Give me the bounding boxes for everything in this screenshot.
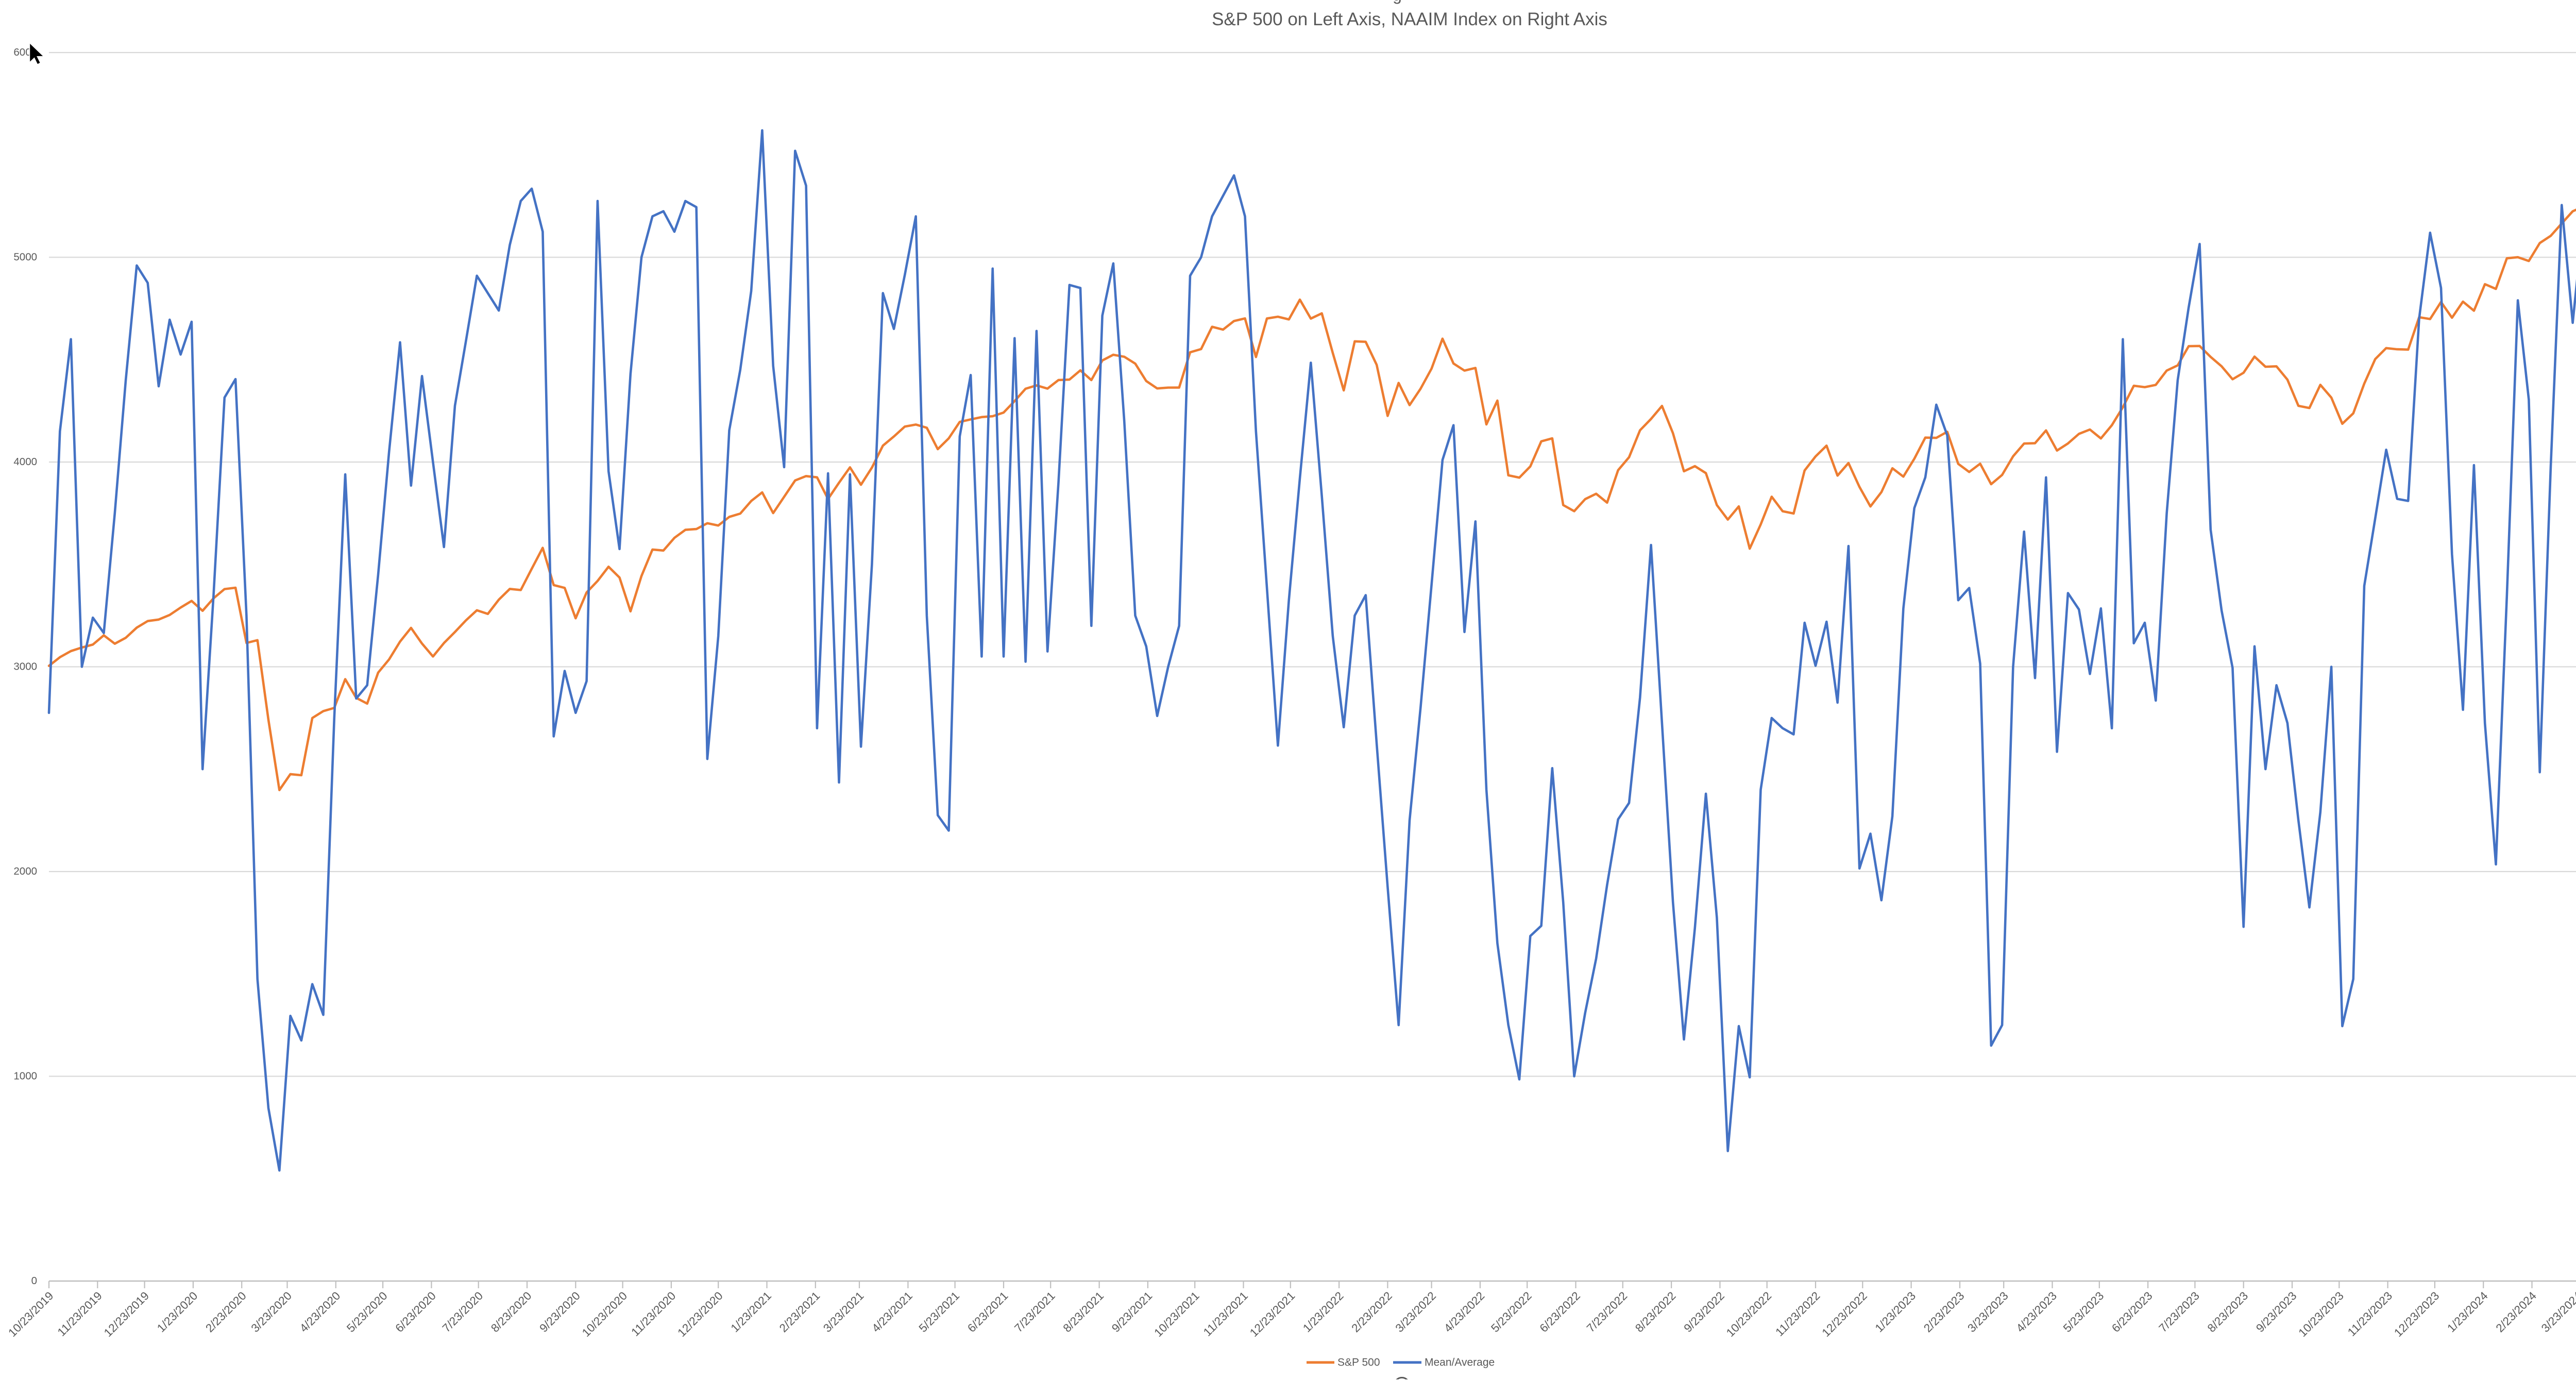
svg-text:12/23/2019: 12/23/2019 — [101, 1289, 151, 1339]
svg-text:1/23/2020: 1/23/2020 — [155, 1289, 200, 1335]
svg-text:1/23/2022: 1/23/2022 — [1300, 1289, 1346, 1335]
svg-text:3/23/2023: 3/23/2023 — [1965, 1289, 2010, 1335]
svg-text:7/23/2022: 7/23/2022 — [1584, 1289, 1630, 1335]
svg-text:5/23/2021: 5/23/2021 — [917, 1289, 962, 1335]
svg-text:4/23/2021: 4/23/2021 — [869, 1289, 914, 1335]
svg-text:4000: 4000 — [13, 456, 37, 468]
svg-text:3/23/2021: 3/23/2021 — [821, 1289, 866, 1335]
svg-text:10/23/2022: 10/23/2022 — [1724, 1289, 1774, 1339]
svg-text:1/23/2024: 1/23/2024 — [2445, 1289, 2490, 1335]
svg-text:12/23/2021: 12/23/2021 — [1247, 1289, 1297, 1339]
svg-text:3/23/2022: 3/23/2022 — [1393, 1289, 1438, 1335]
svg-text:8/23/2022: 8/23/2022 — [1633, 1289, 1678, 1335]
svg-text:S&P 500: S&P 500 — [1337, 1357, 1380, 1369]
svg-text:S&P 500 on Left Axis, NAAIM In: S&P 500 on Left Axis, NAAIM Index on Rig… — [1212, 9, 1607, 29]
svg-text:6/23/2022: 6/23/2022 — [1537, 1289, 1583, 1335]
svg-text:4/23/2020: 4/23/2020 — [297, 1289, 343, 1335]
svg-text:0: 0 — [31, 1275, 37, 1287]
svg-text:6/23/2023: 6/23/2023 — [2109, 1289, 2155, 1335]
svg-text:6/23/2021: 6/23/2021 — [965, 1289, 1010, 1335]
svg-text:g: g — [1393, 0, 1402, 4]
svg-text:4/23/2023: 4/23/2023 — [2014, 1289, 2059, 1335]
svg-text:5/23/2022: 5/23/2022 — [1488, 1289, 1534, 1335]
svg-text:8/23/2020: 8/23/2020 — [488, 1289, 534, 1335]
svg-text:2/23/2022: 2/23/2022 — [1349, 1289, 1394, 1335]
svg-text:12/23/2022: 12/23/2022 — [1820, 1289, 1870, 1339]
svg-text:8/23/2023: 8/23/2023 — [2205, 1289, 2250, 1335]
svg-text:8/23/2021: 8/23/2021 — [1061, 1289, 1106, 1335]
svg-text:3/23/2024: 3/23/2024 — [2539, 1289, 2576, 1335]
svg-text:5/23/2020: 5/23/2020 — [344, 1289, 389, 1335]
svg-text:10/23/2019: 10/23/2019 — [6, 1289, 56, 1339]
svg-text:2/23/2024: 2/23/2024 — [2494, 1289, 2539, 1335]
svg-text:4/23/2022: 4/23/2022 — [1442, 1289, 1487, 1335]
svg-text:2/23/2021: 2/23/2021 — [777, 1289, 822, 1335]
svg-text:9/23/2020: 9/23/2020 — [537, 1289, 582, 1335]
svg-text:12/23/2023: 12/23/2023 — [2392, 1289, 2442, 1339]
svg-text:7/23/2020: 7/23/2020 — [440, 1289, 485, 1335]
svg-text:7/23/2023: 7/23/2023 — [2156, 1289, 2201, 1335]
svg-text:10/23/2021: 10/23/2021 — [1151, 1289, 1201, 1339]
svg-text:2000: 2000 — [13, 865, 37, 877]
svg-text:9/23/2023: 9/23/2023 — [2253, 1289, 2299, 1335]
svg-text:11/23/2023: 11/23/2023 — [2345, 1289, 2395, 1339]
svg-text:12/23/2020: 12/23/2020 — [675, 1289, 725, 1339]
svg-text:11/23/2019: 11/23/2019 — [55, 1289, 105, 1339]
svg-text:1/23/2023: 1/23/2023 — [1873, 1289, 1918, 1335]
svg-text:2/23/2020: 2/23/2020 — [203, 1289, 248, 1335]
svg-text:1000: 1000 — [13, 1070, 37, 1082]
svg-text:11/23/2021: 11/23/2021 — [1201, 1289, 1250, 1339]
svg-text:Mean/Average: Mean/Average — [1425, 1357, 1495, 1369]
svg-text:9/23/2022: 9/23/2022 — [1681, 1289, 1726, 1335]
svg-text:6/23/2020: 6/23/2020 — [393, 1289, 438, 1335]
svg-text:2/23/2023: 2/23/2023 — [1921, 1289, 1967, 1335]
svg-text:10/23/2020: 10/23/2020 — [580, 1289, 630, 1339]
svg-text:11/23/2020: 11/23/2020 — [629, 1289, 678, 1339]
svg-text:10/23/2023: 10/23/2023 — [2296, 1289, 2346, 1339]
svg-text:1/23/2021: 1/23/2021 — [728, 1289, 774, 1335]
svg-text:3000: 3000 — [13, 661, 37, 673]
svg-text:11/23/2022: 11/23/2022 — [1773, 1289, 1822, 1339]
svg-text:9/23/2021: 9/23/2021 — [1109, 1289, 1155, 1335]
svg-text:5/23/2023: 5/23/2023 — [2061, 1289, 2106, 1335]
svg-text:3/23/2020: 3/23/2020 — [249, 1289, 294, 1335]
svg-text:7/23/2021: 7/23/2021 — [1012, 1289, 1057, 1335]
svg-text:5000: 5000 — [13, 251, 37, 263]
